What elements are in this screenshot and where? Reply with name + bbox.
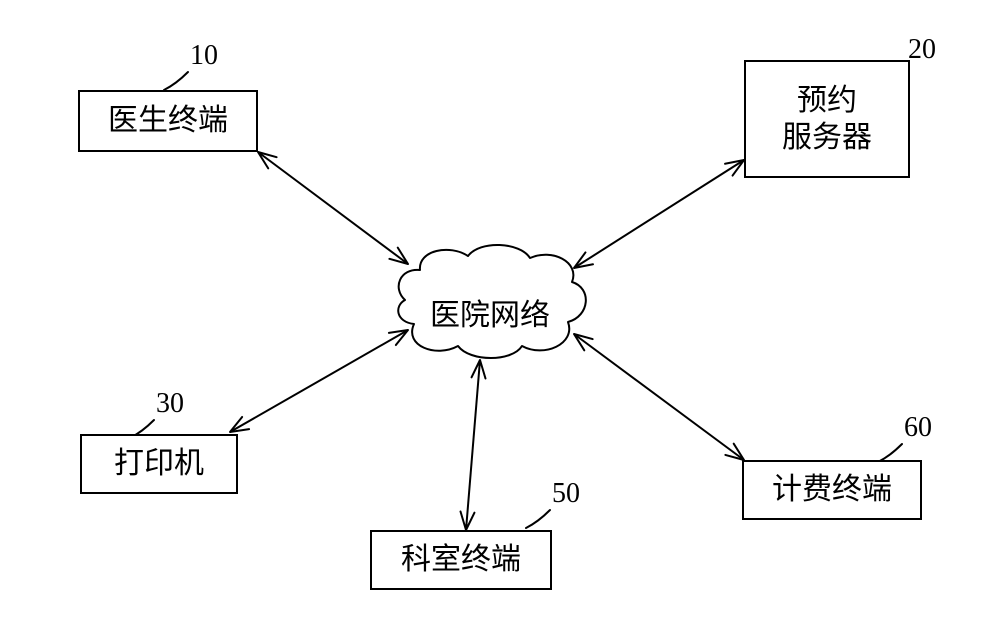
ref-label-doctor: 10 bbox=[190, 40, 218, 72]
node-billing: 计费终端 bbox=[742, 460, 922, 520]
node-printer: 打印机 bbox=[80, 434, 238, 494]
ref-label-dept: 50 bbox=[552, 478, 580, 510]
node-doctor: 医生终端 bbox=[78, 90, 258, 152]
node-label: 打印机 bbox=[114, 445, 204, 483]
cloud-label: 医院网络 bbox=[430, 290, 550, 334]
diagram-stage: 医院网络 医生终端 10 预约 服务器 20 打印机 30 科室终端 50 计费终端 60 bbox=[0, 0, 1000, 643]
node-label: 医生终端 bbox=[108, 102, 228, 140]
ref-label-printer: 30 bbox=[156, 388, 184, 420]
node-label: 科室终端 bbox=[401, 541, 521, 579]
node-dept: 科室终端 bbox=[370, 530, 552, 590]
node-server: 预约 服务器 bbox=[744, 60, 910, 178]
ref-label-server: 20 bbox=[908, 34, 936, 66]
node-label: 计费终端 bbox=[772, 471, 892, 509]
node-label: 预约 服务器 bbox=[782, 82, 872, 157]
ref-label-billing: 60 bbox=[904, 412, 932, 444]
